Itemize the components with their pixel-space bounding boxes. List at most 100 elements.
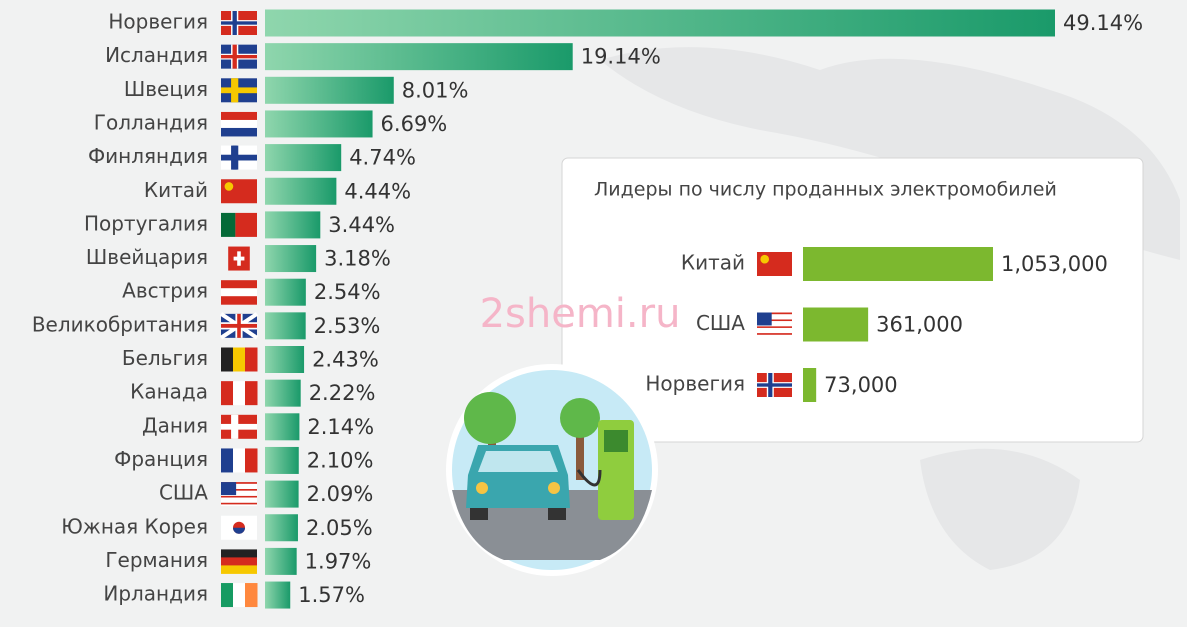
value-label: 2.10% [307, 448, 374, 472]
flag-part [757, 314, 792, 316]
category-label: Китай [144, 178, 208, 202]
flag [221, 179, 257, 204]
category-label: Германия [105, 548, 208, 572]
value-label: 2.53% [314, 314, 381, 338]
flag-part [235, 212, 257, 237]
category-label: Швеция [124, 77, 208, 101]
bar [265, 480, 299, 508]
bar [265, 144, 342, 172]
flag-part [757, 321, 792, 323]
flag-part [221, 288, 257, 297]
flag-part [221, 583, 234, 608]
bar [265, 581, 291, 609]
bar [265, 9, 1055, 37]
tree [560, 398, 600, 438]
category-label: Ирландия [103, 582, 208, 606]
flag-part [221, 499, 257, 502]
category-label: США [159, 481, 208, 505]
charger-screen [604, 430, 628, 452]
tree [464, 392, 516, 444]
flag-part [221, 495, 257, 498]
flag [221, 549, 257, 574]
watermark: 2shemi.ru [480, 291, 681, 337]
category-label: Португалия [84, 211, 208, 235]
flag-part [245, 448, 258, 473]
value-label: 8.01% [402, 78, 469, 102]
flag [221, 212, 257, 237]
flag-part [221, 482, 237, 496]
flag-part [221, 54, 257, 59]
category-label: Норвегия [108, 10, 208, 34]
category-label: Финляндия [88, 144, 208, 168]
value-label: 49.14% [1063, 11, 1143, 35]
category-label: Бельгия [122, 346, 208, 370]
map-shape [920, 448, 1080, 570]
flag-part [221, 280, 257, 289]
flag-part [245, 381, 258, 406]
flag-part [757, 383, 792, 387]
category-label: Голландия [94, 110, 208, 134]
flag-part [757, 329, 792, 332]
flag [221, 78, 257, 103]
bar [265, 514, 298, 542]
flag-part [221, 179, 257, 204]
flag-part [221, 557, 257, 566]
category-label: Канада [130, 380, 208, 404]
flag-part [221, 482, 257, 485]
category-label: Дания [142, 413, 208, 437]
flag-part [221, 119, 257, 129]
bar [803, 368, 817, 402]
bar [265, 211, 321, 239]
flag [221, 347, 258, 372]
flag [219, 312, 259, 340]
category-label: Южная Корея [61, 514, 208, 538]
value-label: 2.22% [309, 381, 376, 405]
cable [576, 469, 602, 487]
flag-part [757, 334, 792, 337]
value-label: 1.97% [305, 549, 372, 573]
value-label: 4.44% [344, 179, 411, 203]
flag-part [757, 331, 792, 334]
flag-part [221, 504, 257, 507]
value-label: 2.05% [306, 516, 373, 540]
flag-part [221, 549, 257, 558]
flag [757, 252, 792, 276]
bar [265, 43, 573, 71]
flag-part [221, 502, 257, 505]
flag-part [233, 347, 246, 372]
flag-part [221, 111, 257, 121]
flag [221, 448, 258, 473]
flag-part [221, 425, 257, 429]
flag-part [221, 323, 257, 328]
flag-part [757, 315, 792, 318]
category-label: Исландия [105, 43, 208, 67]
flag-part [233, 381, 246, 406]
flag-part [221, 21, 257, 25]
category-label: Китай [681, 251, 745, 275]
flag [221, 11, 257, 35]
bar [265, 110, 373, 138]
flag-part [221, 347, 234, 372]
value-label: 2.09% [307, 482, 374, 506]
flag-part [233, 448, 246, 473]
flag [221, 280, 257, 305]
flag [757, 312, 792, 337]
bar [265, 379, 301, 407]
bar [265, 547, 297, 575]
flag [221, 482, 257, 507]
flag-part [233, 583, 246, 608]
value-label: 2.43% [312, 348, 379, 372]
category-label: Швейцария [86, 245, 208, 269]
flag [757, 373, 792, 397]
flag-part [221, 487, 257, 489]
value-label: 1.57% [298, 583, 365, 607]
flag-part [221, 127, 257, 137]
flag-part [221, 494, 257, 496]
bar [803, 247, 993, 281]
illustration [446, 364, 658, 576]
flag-part [221, 490, 257, 493]
flag [221, 515, 257, 540]
flag-part [221, 212, 236, 237]
inset-title: Лидеры по числу проданных электромобилей [594, 179, 1057, 201]
